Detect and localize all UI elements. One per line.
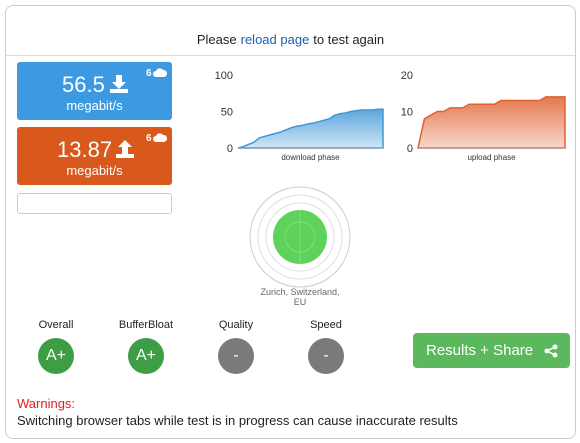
warning-text: Switching browser tabs while test is in … — [17, 413, 458, 428]
download-streams: 6 — [146, 68, 152, 79]
frame — [5, 5, 576, 439]
text-input[interactable] — [17, 193, 172, 214]
button-label: Results + Share — [426, 342, 534, 359]
cloud-icon — [153, 133, 167, 142]
download-box: 56.5 6 megabit/s — [17, 62, 172, 120]
y-tick-label: 0 — [227, 143, 233, 155]
y-tick-label: 50 — [221, 107, 233, 119]
upload-streams: 6 — [146, 133, 152, 144]
upload-value: 13.87 — [57, 137, 113, 162]
upload-unit: megabit/s — [66, 163, 123, 178]
y-tick-label: 100 — [215, 70, 233, 82]
chart-label: download phase — [281, 153, 340, 162]
download-icon — [110, 75, 128, 93]
upload-box: 13.87 6 megabit/s — [17, 127, 172, 185]
grade-label: Quality — [218, 319, 254, 331]
y-tick-label: 0 — [407, 143, 413, 155]
grade-badge: A+ — [128, 338, 164, 374]
header-text: Please — [196, 32, 237, 47]
download-chart: 0 50 100 download phase — [215, 70, 384, 162]
download-value: 56.5 — [62, 72, 105, 97]
download-unit: megabit/s — [66, 98, 123, 113]
area — [237, 108, 384, 149]
header: Please reload page to test again — [6, 32, 575, 47]
divider — [6, 55, 575, 56]
y-tick-label: 10 — [401, 107, 413, 119]
chart-label: upload phase — [467, 153, 516, 162]
grade-label: BufferBloat — [118, 319, 174, 331]
upload-chart: 0 10 20 upload phase — [401, 70, 566, 162]
area — [417, 96, 566, 149]
cloud-icon — [153, 68, 167, 77]
server-location: Zurich, Switzerland, EU — [260, 287, 340, 306]
share-icon — [544, 344, 558, 358]
y-tick-label: 20 — [401, 70, 413, 82]
header-text: to test again — [313, 32, 385, 47]
grade-label: Overall — [38, 319, 74, 331]
grade-badge: - — [218, 338, 254, 374]
warnings-title: Warnings: — [17, 396, 76, 411]
grade-badge: A+ — [38, 338, 74, 374]
latency-gauge — [249, 186, 351, 288]
results-share-button[interactable]: Results + Share — [413, 333, 570, 368]
grade-label: Speed — [310, 319, 342, 331]
reload-link[interactable]: reload page — [240, 32, 310, 47]
grade-badge: - — [308, 338, 344, 374]
upload-icon — [116, 140, 134, 158]
